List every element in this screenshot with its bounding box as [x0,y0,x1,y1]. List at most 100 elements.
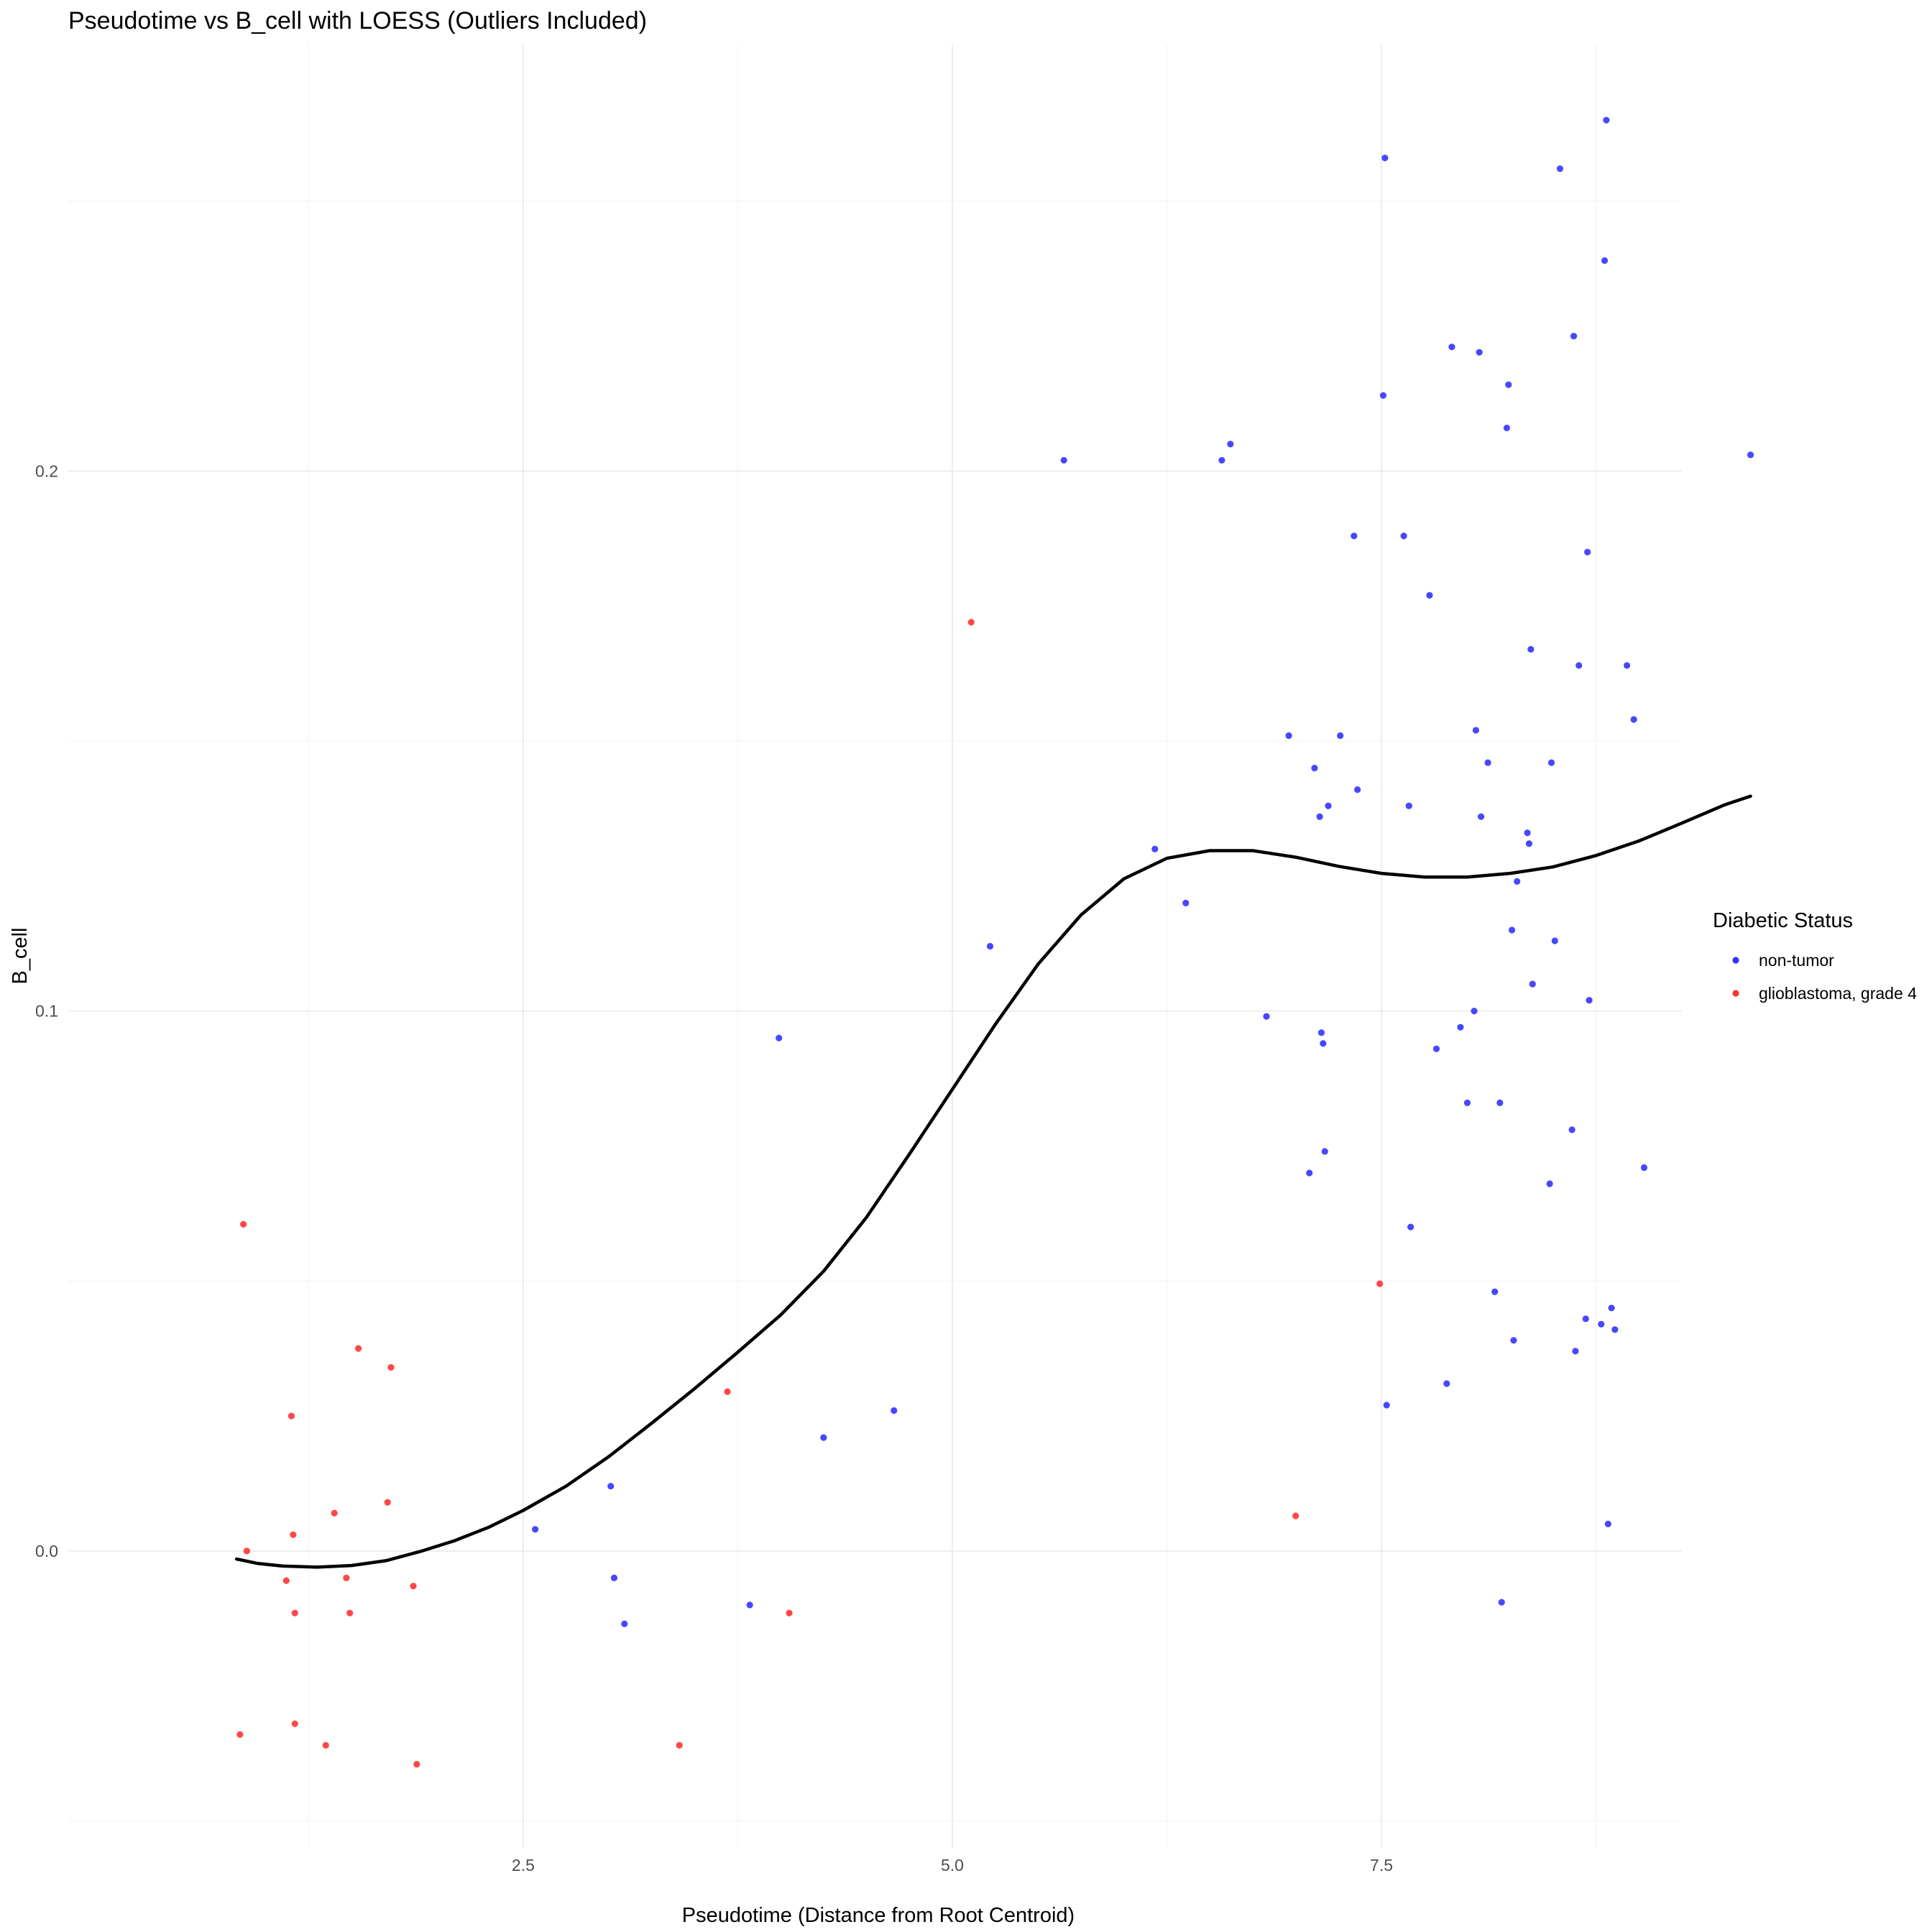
data-point [786,1609,793,1616]
legend-key [1732,990,1739,997]
x-tick-label: 5.0 [941,1856,964,1874]
data-point [1426,592,1433,599]
data-point [236,1731,244,1738]
data-point [1472,727,1480,734]
data-point [1598,1320,1605,1328]
data-point [1584,548,1591,556]
data-point [1576,662,1583,669]
data-point [413,1760,420,1768]
data-point [1060,456,1067,464]
x-axis-ticks: 2.5 5.0 7.5 [512,1856,1393,1874]
data-point [1604,1520,1611,1527]
loess-line [234,794,1752,1569]
data-point [1432,1045,1440,1052]
y-tick-label: 0.1 [35,1002,58,1021]
data-point [1546,1180,1553,1187]
data-point [1337,732,1344,740]
data-point [532,1526,539,1533]
data-point [820,1434,827,1441]
data-point [1376,1280,1384,1287]
data-point [1484,759,1491,766]
data-point [1503,424,1510,431]
chart-title: Pseudotime vs B_cell with LOESS (Outlier… [68,7,647,34]
data-point [384,1499,391,1506]
x-tick-label: 2.5 [512,1856,535,1874]
data-point [243,1547,250,1555]
data-point [1443,1380,1450,1387]
data-point [290,1531,297,1538]
data-point [1527,645,1535,653]
data-point [1514,878,1521,885]
legend-label: non-tumor [1759,951,1834,970]
data-point [1582,1315,1589,1322]
data-point [1505,381,1512,388]
data-point [331,1509,338,1517]
data-point [607,1483,615,1490]
legend-label: glioblastoma, grade 4 [1759,984,1917,1003]
data-point [387,1363,395,1371]
x-tick-label: 7.5 [1370,1856,1393,1874]
data-point [1325,802,1332,809]
data-point [986,942,994,950]
x-axis-title: Pseudotime (Distance from Root Centroid) [682,1904,1075,1927]
data-point [1630,716,1637,723]
y-axis-title: B_cell [9,928,32,985]
data-point [240,1220,247,1228]
data-point [1317,1029,1325,1036]
y-tick-label: 0.0 [35,1542,58,1560]
data-point [291,1720,298,1727]
data-point [1547,759,1555,766]
data-point [282,1577,290,1584]
data-point [1508,926,1516,934]
data-point [1611,1326,1619,1333]
data-point [1379,392,1387,399]
data-point [1316,813,1323,820]
data-point [355,1345,362,1352]
data-point [1448,344,1455,351]
data-point [288,1412,295,1420]
data-point [410,1583,417,1590]
data-point [1608,1305,1615,1312]
data-point [891,1407,898,1414]
data-point [1510,1337,1517,1344]
data-point [724,1388,731,1395]
data-point [1405,802,1412,809]
data-point [1529,980,1536,988]
data-point [1601,257,1609,264]
loess-curve-layer [234,794,1752,1569]
data-point [676,1742,683,1749]
y-axis-ticks: 0.0 0.1 0.2 [35,461,58,1560]
data-point [1218,456,1225,464]
data-point [1640,1164,1648,1172]
data-point [1351,532,1358,540]
data-point [1568,1126,1576,1133]
grid-lines [68,45,1682,1848]
data-point [1227,441,1234,448]
data-point [1292,1512,1300,1519]
data-point [1747,451,1754,459]
legend-title: Diabetic Status [1713,909,1853,932]
data-point [1151,845,1159,852]
data-point [776,1034,783,1041]
legend-key [1732,957,1739,964]
data-point [1570,333,1578,340]
data-point [1306,1169,1313,1177]
data-point [1285,732,1292,740]
data-point [1496,1099,1504,1106]
data-point [1524,829,1531,837]
y-tick-label: 0.2 [35,461,58,480]
data-point [1471,1008,1478,1015]
data-point [1457,1024,1464,1031]
data-point [1383,1402,1390,1409]
data-point [1551,937,1558,944]
data-point [1321,1148,1328,1155]
data-point [1556,165,1564,172]
data-point [1525,840,1533,847]
data-point [322,1742,329,1749]
legend: Diabetic Status non-tumor glioblastoma, g… [1713,909,1917,1003]
data-point [1477,813,1485,820]
data-point [621,1620,628,1627]
data-point [1381,155,1389,162]
data-point [1320,1040,1327,1047]
